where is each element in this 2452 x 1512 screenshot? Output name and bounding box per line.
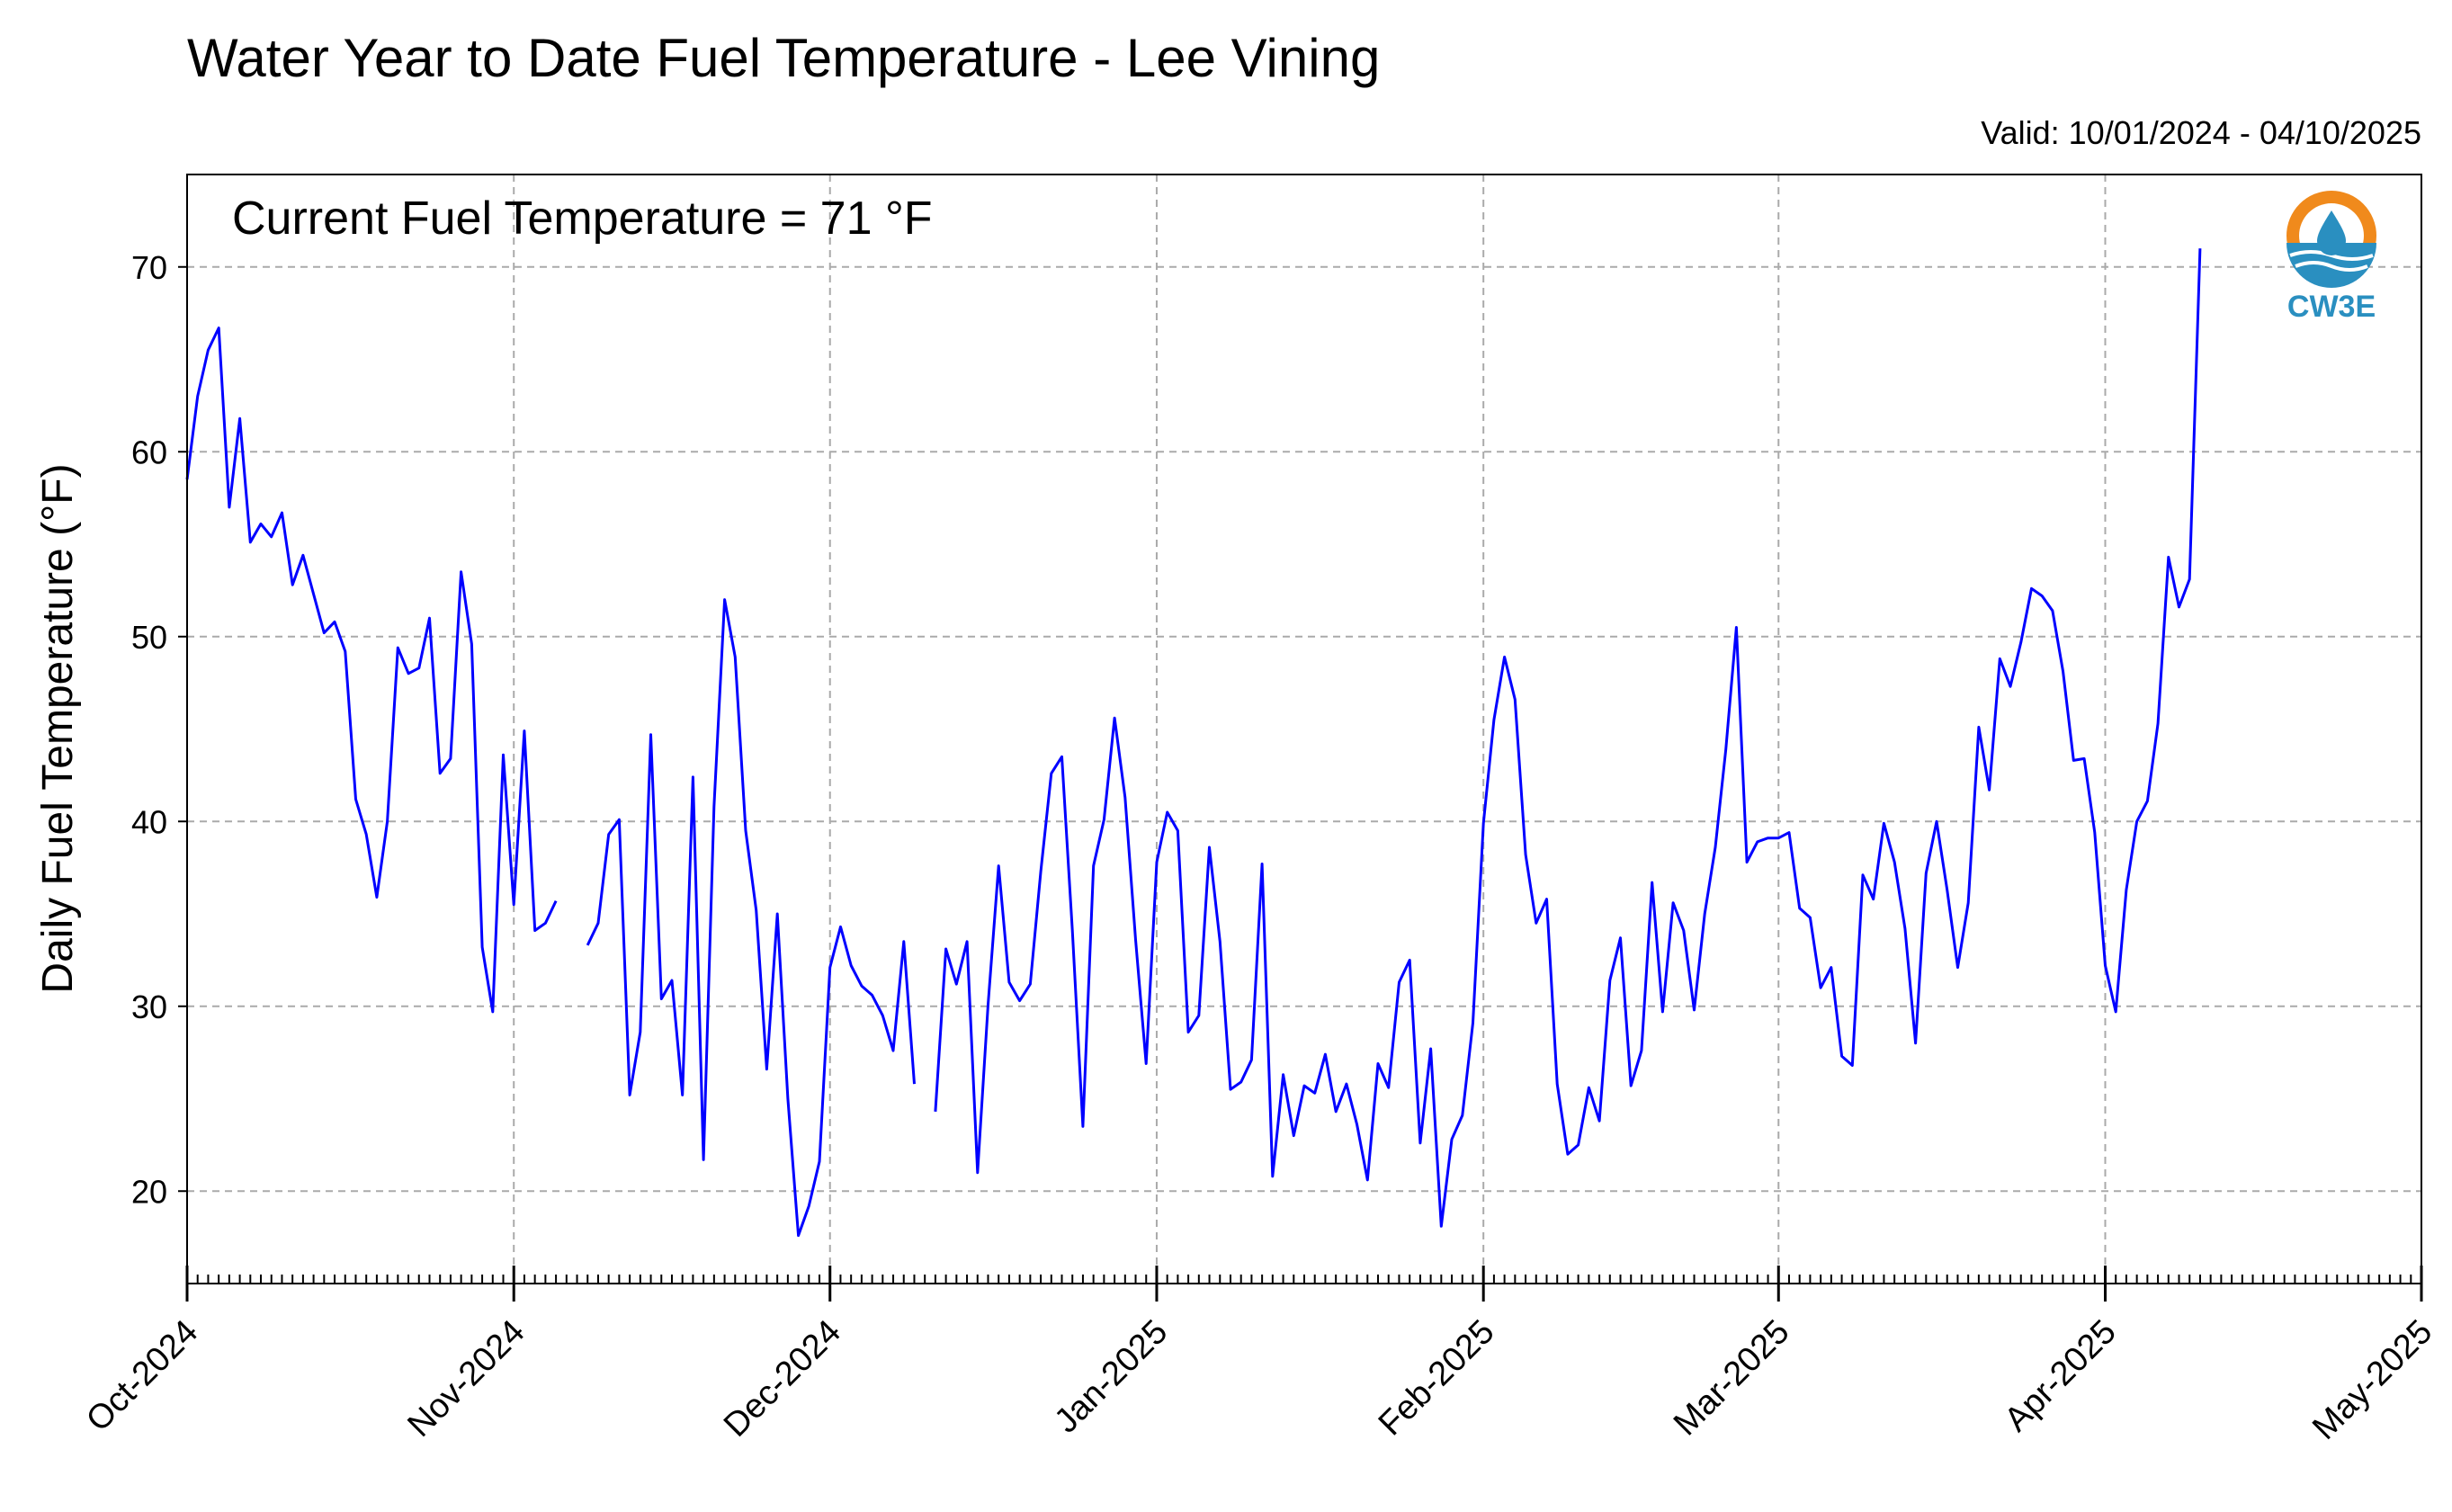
logo-text: CW3E (2287, 290, 2376, 324)
x-tick-label: Nov-2024 (400, 1313, 532, 1445)
y-tick-label: 60 (131, 434, 167, 470)
plot-frame (186, 174, 2422, 1284)
y-axis: 20 30 40 50 60 70 (131, 249, 187, 1210)
y-tick-label: 50 (131, 619, 167, 656)
x-tick-label: May-2025 (2305, 1313, 2439, 1447)
x-tick-label: Jan-2025 (1048, 1313, 1176, 1441)
y-tick-label: 40 (131, 803, 167, 840)
fuel-temperature-line (185, 248, 2202, 1238)
x-tick-label: Oct-2024 (79, 1313, 205, 1439)
water-drop-icon (2317, 210, 2346, 255)
current-fuel-temp-annotation: Current Fuel Temperature = 71 °F (232, 192, 933, 245)
x-tick-label: Dec-2024 (717, 1313, 848, 1445)
y-axis-label: Daily Fuel Temperature (°F) (34, 463, 82, 993)
valid-date-range: Valid: 10/01/2024 - 04/10/2025 (1981, 114, 2421, 151)
y-tick-label: 70 (131, 249, 167, 286)
y-tick-label: 30 (131, 989, 167, 1025)
x-tick-label: Feb-2025 (1372, 1313, 1502, 1444)
grid (186, 174, 2422, 1284)
y-tick-label: 20 (131, 1173, 167, 1210)
cw3e-logo: CW3E (2286, 191, 2376, 324)
x-axis: Oct-2024 Nov-2024 Dec-2024 Jan-2025 Feb-2025… (79, 1266, 2439, 1447)
series-group (185, 248, 2202, 1238)
x-tick-label: Apr-2025 (1998, 1313, 2124, 1439)
x-tick-label: Mar-2025 (1667, 1313, 1797, 1444)
chart-title: Water Year to Date Fuel Temperature - Le… (187, 28, 1380, 88)
